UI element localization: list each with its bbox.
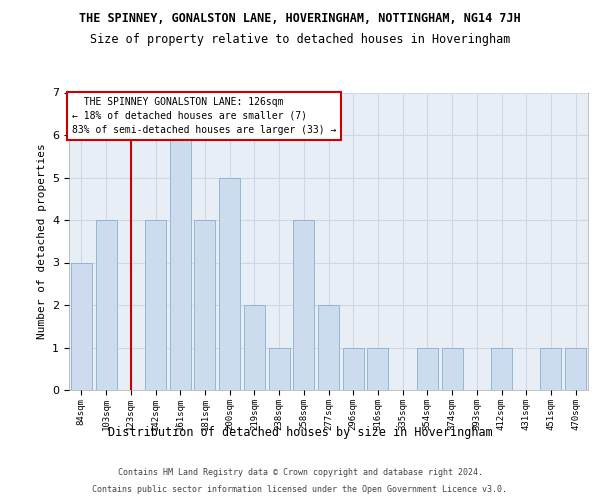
Text: Contains HM Land Registry data © Crown copyright and database right 2024.: Contains HM Land Registry data © Crown c… (118, 468, 482, 477)
Bar (318, 305, 339, 390)
Bar (194, 220, 215, 390)
Bar (293, 220, 314, 390)
Text: Contains public sector information licensed under the Open Government Licence v3: Contains public sector information licen… (92, 486, 508, 494)
Text: Distribution of detached houses by size in Hoveringham: Distribution of detached houses by size … (107, 426, 493, 439)
Bar (219, 178, 240, 390)
Bar (95, 220, 116, 390)
Bar (170, 135, 191, 390)
Text: THE SPINNEY, GONALSTON LANE, HOVERINGHAM, NOTTINGHAM, NG14 7JH: THE SPINNEY, GONALSTON LANE, HOVERINGHAM… (79, 12, 521, 26)
Bar (491, 348, 512, 390)
Bar (442, 348, 463, 390)
Bar (541, 348, 562, 390)
Bar (71, 262, 92, 390)
Y-axis label: Number of detached properties: Number of detached properties (37, 144, 47, 339)
Text: THE SPINNEY GONALSTON LANE: 126sqm
← 18% of detached houses are smaller (7)
83% : THE SPINNEY GONALSTON LANE: 126sqm ← 18%… (71, 97, 336, 135)
Text: Size of property relative to detached houses in Hoveringham: Size of property relative to detached ho… (90, 32, 510, 46)
Bar (244, 305, 265, 390)
Bar (417, 348, 438, 390)
Bar (367, 348, 388, 390)
Bar (565, 348, 586, 390)
Bar (269, 348, 290, 390)
Bar (145, 220, 166, 390)
Bar (343, 348, 364, 390)
